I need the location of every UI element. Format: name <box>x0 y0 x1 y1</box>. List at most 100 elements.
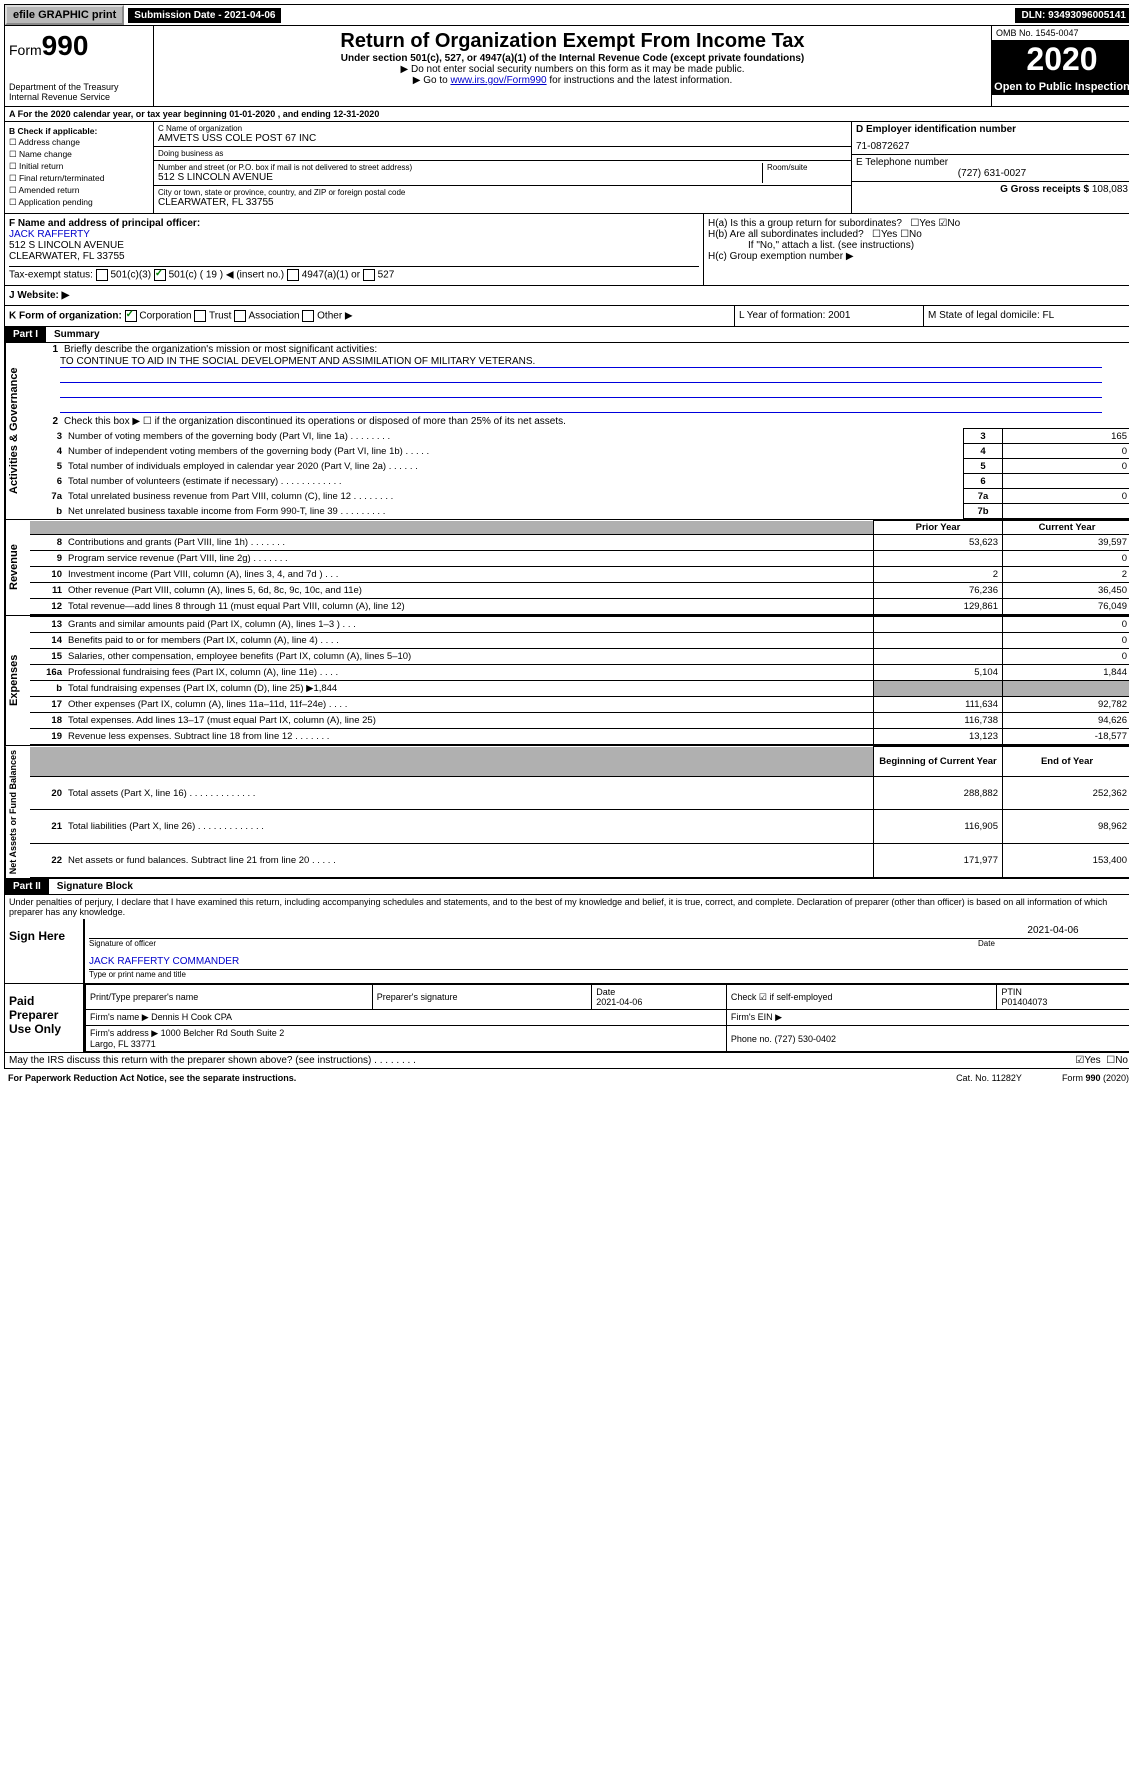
revenue-table: Prior YearCurrent Year8Contributions and… <box>30 520 1129 615</box>
phone: (727) 631-0027 <box>856 168 1128 179</box>
part2-badge: Part II <box>5 879 49 894</box>
hb-yes[interactable]: ☐Yes <box>872 229 897 240</box>
klm-row: K Form of organization: Corporation Trus… <box>4 306 1129 327</box>
cat-no: Cat. No. 11282Y <box>956 1073 1022 1083</box>
prep-date: 2021-04-06 <box>596 997 642 1007</box>
a1: 4947(a)(1) or <box>302 270 360 281</box>
sign-here: Sign Here <box>5 919 83 983</box>
cb-other[interactable] <box>302 310 314 322</box>
discuss-no[interactable]: ☐No <box>1106 1055 1128 1066</box>
ein: 71-0872627 <box>856 141 1128 152</box>
ha-yes[interactable]: ☐Yes <box>910 218 935 229</box>
k-form: K Form of organization: Corporation Trus… <box>5 306 735 326</box>
cb-501c[interactable] <box>154 269 166 281</box>
cb-527[interactable] <box>363 269 375 281</box>
vert-governance: Activities & Governance <box>5 343 30 519</box>
cb-assoc[interactable] <box>234 310 246 322</box>
officer-box: F Name and address of principal officer:… <box>5 214 704 285</box>
netassets-section: Net Assets or Fund Balances Beginning of… <box>4 746 1129 879</box>
dln: DLN: 93493096005141 <box>1015 8 1129 23</box>
instruction-2: ▶ Go to www.irs.gov/Form990 for instruct… <box>158 75 987 86</box>
expenses-section: Expenses 13Grants and similar amounts pa… <box>4 616 1129 746</box>
trust: Trust <box>209 311 231 322</box>
net-table: Beginning of Current YearEnd of Year20To… <box>30 746 1129 878</box>
officer-h-row: F Name and address of principal officer:… <box>4 214 1129 286</box>
cb-app[interactable]: ☐ Application pending <box>9 197 149 208</box>
col-c: C Name of organization AMVETS USS COLE P… <box>154 122 852 213</box>
part1-title: Summary <box>46 327 108 342</box>
firm-ein-label: Firm's EIN ▶ <box>726 1010 1129 1026</box>
officer-street: 512 S LINCOLN AVENUE <box>9 240 699 251</box>
discuss-yes[interactable]: ☑Yes <box>1075 1055 1100 1066</box>
irs-link[interactable]: www.irs.gov/Form990 <box>450 75 546 86</box>
cb-addr[interactable]: ☐ Address change <box>9 137 149 148</box>
officer-label: F Name and address of principal officer: <box>9 218 699 229</box>
form-number: Form990 <box>9 30 149 62</box>
l1: Briefly describe the organization's miss… <box>64 344 1128 355</box>
vert-expenses: Expenses <box>5 616 30 745</box>
section-a: A For the 2020 calendar year, or tax yea… <box>4 107 1129 122</box>
hc: H(c) Group exemption number ▶ <box>708 251 1128 262</box>
governance-table: 3Number of voting members of the governi… <box>30 428 1129 519</box>
firm-phone: (727) 530-0402 <box>774 1034 836 1044</box>
expenses-table: 13Grants and similar amounts paid (Part … <box>30 616 1129 745</box>
cb-corp[interactable] <box>125 310 137 322</box>
firm-addr-label: Firm's address ▶ <box>90 1028 158 1038</box>
street-label: Number and street (or P.O. box if mail i… <box>158 163 762 172</box>
ptin-label: PTIN <box>1001 987 1022 997</box>
cb-name[interactable]: ☐ Name change <box>9 149 149 160</box>
website: J Website: ▶ <box>5 286 1129 305</box>
cb-trust[interactable] <box>194 310 206 322</box>
cb-amended[interactable]: ☐ Amended return <box>9 185 149 196</box>
efile-button[interactable]: efile GRAPHIC print <box>5 5 124 25</box>
firm-name-label: Firm's name ▶ <box>90 1012 149 1022</box>
ein-label: D Employer identification number <box>856 124 1128 135</box>
officer-sig-name: JACK RAFFERTY COMMANDER <box>89 954 1128 970</box>
part1-badge: Part I <box>5 327 46 342</box>
tax-year: 2020 <box>992 41 1129 79</box>
check-self[interactable]: Check ☑ if self-employed <box>726 985 996 1010</box>
open-public: Open to Public Inspection <box>992 79 1129 95</box>
cb-501c3[interactable] <box>96 269 108 281</box>
form-header: Form990 Department of the Treasury Inter… <box>4 26 1129 107</box>
ha: H(a) Is this a group return for subordin… <box>708 218 902 229</box>
c-other: 501(c) ( 19 ) ◀ (insert no.) <box>169 270 285 281</box>
colb-header: B Check if applicable: <box>9 126 149 136</box>
instr2-pre: ▶ Go to <box>413 75 451 86</box>
name-label: C Name of organization <box>158 124 847 133</box>
prep-name-label: Print/Type preparer's name <box>86 985 373 1010</box>
form-num: 990 <box>42 30 89 61</box>
cb-initial[interactable]: ☐ Initial return <box>9 161 149 172</box>
officer-name: JACK RAFFERTY <box>9 229 699 240</box>
form-990-footer: Form 990 (2020) <box>1062 1073 1129 1083</box>
tax-status-label: Tax-exempt status: <box>9 270 93 281</box>
signature-section: Under penalties of perjury, I declare th… <box>4 895 1129 1069</box>
k-label: K Form of organization: <box>9 311 122 322</box>
perjury: Under penalties of perjury, I declare th… <box>5 895 1129 919</box>
revenue-section: Revenue Prior YearCurrent Year8Contribut… <box>4 520 1129 616</box>
ha-no[interactable]: ☑No <box>938 218 960 229</box>
m-form: M State of legal domicile: FL <box>924 306 1129 326</box>
sig-officer-label: Signature of officer <box>89 939 978 948</box>
col-b-checkboxes: B Check if applicable: ☐ Address change … <box>5 122 154 213</box>
assoc: Association <box>248 311 299 322</box>
street: 512 S LINCOLN AVENUE <box>158 172 762 183</box>
cb-final[interactable]: ☐ Final return/terminated <box>9 173 149 184</box>
gross-label: G Gross receipts $ <box>1000 184 1089 195</box>
vert-net: Net Assets or Fund Balances <box>5 746 30 878</box>
org-name: AMVETS USS COLE POST 67 INC <box>158 133 847 144</box>
c3: 501(c)(3) <box>110 270 151 281</box>
other: Other ▶ <box>317 311 352 322</box>
entity-grid: B Check if applicable: ☐ Address change … <box>4 122 1129 214</box>
date-label: Date <box>978 939 1128 948</box>
top-bar: efile GRAPHIC print Submission Date - 20… <box>4 4 1129 26</box>
hb-no[interactable]: ☐No <box>900 229 922 240</box>
gross: 108,083 <box>1092 184 1128 195</box>
cb-4947[interactable] <box>287 269 299 281</box>
room-label: Room/suite <box>767 163 847 172</box>
l-form: L Year of formation: 2001 <box>735 306 924 326</box>
s527: 527 <box>378 270 395 281</box>
firm-phone-label: Phone no. <box>731 1034 772 1044</box>
vert-revenue: Revenue <box>5 520 30 615</box>
hb: H(b) Are all subordinates included? <box>708 229 864 240</box>
